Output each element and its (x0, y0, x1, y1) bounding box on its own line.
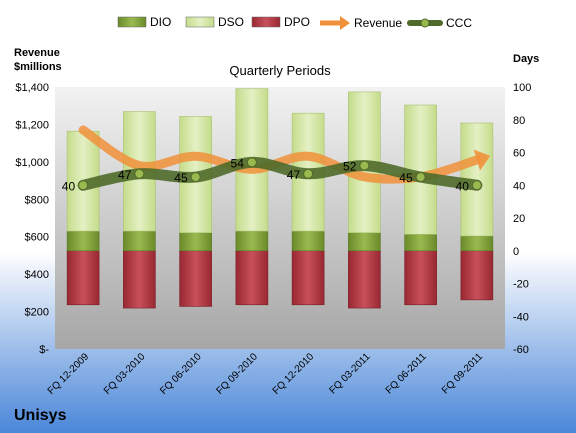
bar-dpo (235, 250, 269, 306)
left-tick-label: $800 (25, 194, 49, 206)
left-axis-ticks: $- $200 $400 $600 $800 $1,000 $1,200 $1,400 (15, 82, 49, 356)
legend-swatch (185, 16, 215, 28)
bar-dpo (123, 250, 156, 309)
bar-dpo (179, 250, 212, 307)
plot-area (55, 87, 505, 349)
right-tick-label: -20 (513, 279, 529, 291)
left-tick-label: $1,400 (15, 82, 49, 94)
bar-dio (291, 230, 325, 252)
bar-dio (123, 230, 156, 252)
right-tick-label: 100 (513, 82, 531, 94)
bar-dio (235, 230, 269, 252)
right-axis-ticks: -60 -40 -20 0 20 40 60 80 100 (513, 82, 531, 356)
right-tick-label: 80 (513, 115, 525, 127)
left-axis-label-line2: $millions (14, 61, 62, 73)
ccc-point (134, 168, 145, 179)
legend-label: DPO (284, 15, 310, 29)
left-tick-label: $200 (25, 307, 49, 319)
ccc-point (246, 157, 257, 168)
bar-dpo (66, 250, 100, 306)
bar-dpo (348, 250, 381, 309)
left-tick-label: $- (39, 344, 49, 356)
ccc-point (190, 172, 201, 183)
bar-dpo (291, 250, 325, 306)
left-tick-label: $400 (25, 269, 49, 281)
revenue-arrowhead (473, 149, 491, 171)
bar-dio (460, 235, 494, 252)
right-axis-label: Days (513, 53, 539, 65)
ccc-point (415, 172, 426, 183)
left-tick-label: $1,000 (15, 157, 49, 169)
right-tick-label: 0 (513, 246, 519, 258)
bar-dio (179, 232, 212, 252)
ccc-point (471, 180, 482, 191)
ccc-data-label: 47 (118, 168, 132, 182)
ccc-data-label: 45 (399, 171, 413, 185)
legend-label: DIO (150, 15, 171, 29)
legend-label: DSO (218, 15, 244, 29)
right-tick-label: 40 (513, 180, 525, 192)
legend: DIO DSO DPO Revenue CCC (117, 15, 472, 30)
ccc-data-label: 40 (456, 179, 470, 193)
right-tick-label: -60 (513, 344, 529, 356)
chart-title: Quarterly Periods (229, 63, 331, 78)
legend-swatch-dot (420, 18, 430, 28)
left-tick-label: $600 (25, 232, 49, 244)
legend-label: Revenue (354, 16, 402, 30)
bar-dpo (460, 250, 494, 301)
left-axis-label-line1: Revenue (14, 47, 60, 59)
bar-dio (404, 234, 437, 252)
bar-dio (348, 232, 381, 252)
ccc-data-label: 52 (343, 160, 357, 174)
ccc-point (78, 180, 89, 191)
ccc-point (303, 168, 314, 179)
bar-dio (66, 230, 100, 252)
ccc-data-label: 47 (287, 168, 301, 182)
right-tick-label: 60 (513, 148, 525, 160)
bars (66, 88, 494, 309)
bar-dpo (404, 250, 437, 306)
legend-swatch-arrowhead (340, 16, 350, 30)
ccc-point (359, 160, 370, 171)
legend-swatch (251, 16, 281, 28)
ccc-series: 40 47 45 54 47 52 45 40 (62, 156, 483, 193)
right-tick-label: -40 (513, 311, 529, 323)
ccc-data-label: 54 (231, 156, 245, 170)
right-tick-label: 20 (513, 213, 525, 225)
legend-label: CCC (446, 16, 472, 30)
ccc-data-label: 45 (174, 171, 188, 185)
left-tick-label: $1,200 (15, 119, 49, 131)
ccc-data-label: 40 (62, 179, 76, 193)
legend-swatch (117, 16, 147, 28)
company-name: Unisys (14, 407, 67, 424)
